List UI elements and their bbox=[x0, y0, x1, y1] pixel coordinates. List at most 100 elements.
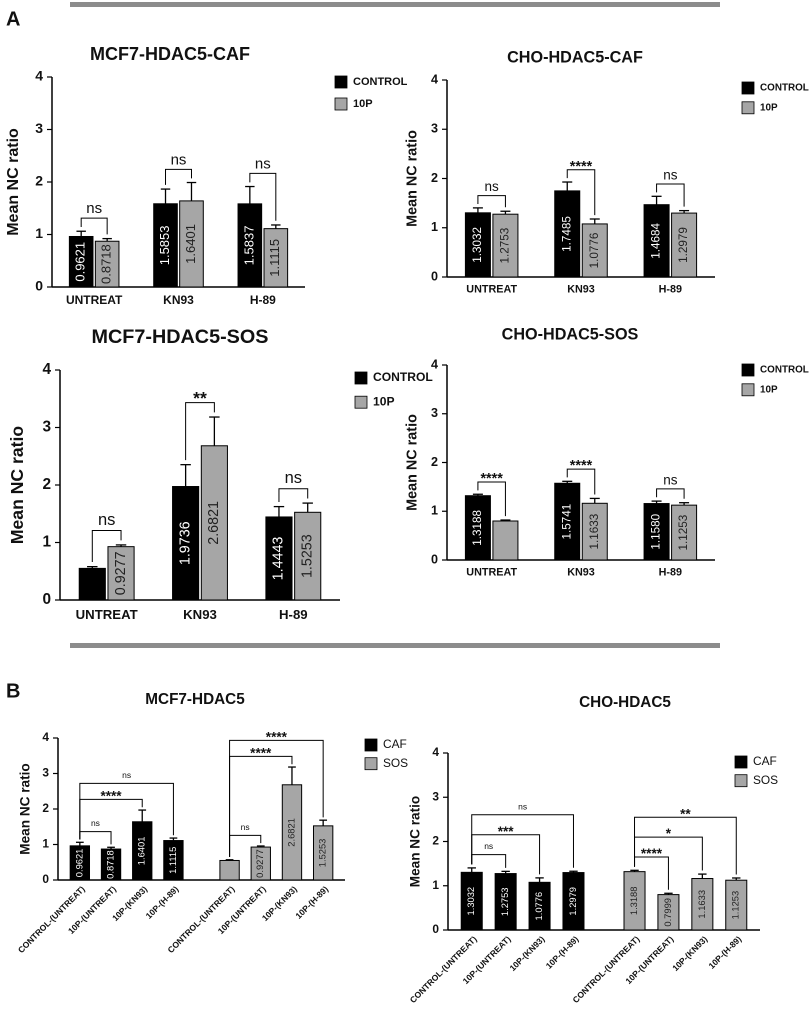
y-tick-label: 0 bbox=[42, 591, 51, 608]
legend-swatch bbox=[354, 395, 368, 409]
legend-label: SOS bbox=[753, 773, 778, 787]
significance-bracket bbox=[91, 530, 122, 563]
legend-label: 10P bbox=[760, 384, 778, 395]
significance-label: **** bbox=[480, 471, 503, 487]
value-label: 1.1633 bbox=[697, 890, 707, 919]
value-label: 1.1580 bbox=[650, 513, 663, 549]
legend-label: 10P bbox=[760, 102, 778, 113]
significance-label: ns bbox=[285, 469, 302, 487]
y-tick-label: 3 bbox=[42, 419, 51, 436]
y-tick-label: 0 bbox=[42, 872, 49, 886]
legend-swatch bbox=[741, 383, 755, 397]
value-label: 1.2979 bbox=[568, 887, 578, 916]
value-label: 1.1115 bbox=[267, 239, 282, 277]
y-tick-label: 4 bbox=[431, 72, 438, 86]
y-tick-label: 4 bbox=[42, 730, 49, 744]
significance-bracket bbox=[656, 488, 685, 499]
value-label: 2.6821 bbox=[286, 818, 296, 847]
legend-swatch bbox=[734, 755, 748, 769]
bar bbox=[464, 212, 491, 278]
significance-bracket bbox=[566, 169, 596, 216]
y-tick-label: 3 bbox=[35, 120, 43, 136]
value-label: 1.1253 bbox=[677, 515, 690, 551]
y-tick-label: 2 bbox=[431, 455, 438, 469]
x-tick-label: 10P-(H-89) bbox=[144, 884, 181, 921]
value-label: 1.6401 bbox=[137, 837, 147, 866]
legend-label: CONTROL bbox=[373, 370, 433, 384]
y-axis-label: Mean NC ratio bbox=[17, 763, 32, 854]
legend-label: CONTROL bbox=[353, 76, 408, 88]
y-tick-label: 3 bbox=[431, 122, 438, 136]
value-label: 1.5253 bbox=[299, 534, 315, 578]
chart-title: CHO-HDAC5 bbox=[579, 694, 671, 711]
x-tick-label: H-89 bbox=[659, 283, 682, 295]
value-label: 1.6401 bbox=[183, 224, 198, 264]
significance-bracket bbox=[80, 217, 108, 235]
significance-label: ns bbox=[171, 151, 187, 168]
significance-label: ** bbox=[193, 388, 207, 408]
legend-swatch bbox=[334, 97, 348, 111]
significance-bracket bbox=[634, 816, 737, 875]
x-tick-label: UNTREAT bbox=[76, 607, 138, 622]
legend-label: CAF bbox=[383, 737, 407, 751]
y-tick-label: 2 bbox=[35, 173, 43, 189]
significance-label: ns bbox=[663, 472, 678, 487]
value-label: 1.3188 bbox=[629, 887, 639, 916]
value-label: 0.9621 bbox=[74, 849, 84, 878]
y-tick-label: 1 bbox=[431, 504, 438, 518]
significance-bracket bbox=[566, 468, 596, 495]
bar bbox=[643, 503, 670, 561]
significance-label: ns bbox=[241, 822, 250, 832]
significance-label: **** bbox=[100, 788, 122, 803]
significance-bracket bbox=[79, 782, 174, 840]
legend-swatch bbox=[364, 757, 378, 771]
x-tick-label: CONTROL-(UNTREAT) bbox=[408, 934, 479, 1005]
y-tick-label: 1 bbox=[432, 878, 439, 892]
significance-label: ** bbox=[680, 806, 691, 821]
y-tick-label: 1 bbox=[35, 225, 43, 241]
value-label: 1.5853 bbox=[157, 226, 172, 266]
bar bbox=[172, 486, 200, 601]
y-tick-label: 0 bbox=[432, 922, 439, 936]
legend-swatch bbox=[741, 101, 755, 115]
legend-swatch bbox=[364, 738, 378, 752]
panel-label: B bbox=[6, 680, 20, 702]
x-tick-label: 10P-(H-89) bbox=[706, 934, 743, 971]
legend-label: CAF bbox=[753, 754, 777, 768]
y-tick-label: 2 bbox=[42, 801, 49, 815]
significance-label: *** bbox=[498, 824, 515, 839]
significance-label: ns bbox=[98, 511, 115, 529]
chart-title: MCF7-HDAC5 bbox=[145, 691, 245, 708]
value-label: 1.5837 bbox=[241, 226, 256, 266]
significance-bracket bbox=[249, 172, 277, 221]
value-label: 0.9277 bbox=[113, 551, 129, 595]
value-label: 1.0776 bbox=[588, 233, 601, 269]
separator bbox=[70, 2, 720, 7]
value-label: 1.4684 bbox=[650, 222, 663, 258]
value-label: 1.3032 bbox=[466, 887, 476, 916]
x-tick-label: H-89 bbox=[250, 293, 276, 307]
value-label: 0.7999 bbox=[663, 898, 673, 927]
x-tick-label: UNTREAT bbox=[466, 283, 517, 295]
x-tick-label: UNTREAT bbox=[66, 293, 123, 307]
y-axis-label: Mean NC ratio bbox=[405, 414, 421, 511]
bar bbox=[671, 212, 698, 278]
value-label: 1.2979 bbox=[677, 227, 690, 263]
value-label: 1.1115 bbox=[168, 847, 178, 874]
value-label: 1.2753 bbox=[499, 228, 512, 264]
legend-swatch bbox=[741, 363, 755, 377]
x-tick-label: KN93 bbox=[567, 566, 595, 578]
y-tick-label: 0 bbox=[35, 278, 43, 294]
significance-bracket bbox=[165, 168, 192, 185]
significance-label: ns bbox=[485, 179, 500, 194]
significance-bracket bbox=[229, 739, 324, 857]
significance-bracket bbox=[79, 831, 112, 845]
x-tick-label: 10P-(H-89) bbox=[544, 934, 581, 971]
legend-label: CONTROL bbox=[760, 365, 809, 376]
y-tick-label: 3 bbox=[431, 406, 438, 420]
value-label: 0.9621 bbox=[73, 242, 88, 282]
significance-label: **** bbox=[570, 159, 593, 175]
significance-label: ns bbox=[663, 167, 678, 182]
